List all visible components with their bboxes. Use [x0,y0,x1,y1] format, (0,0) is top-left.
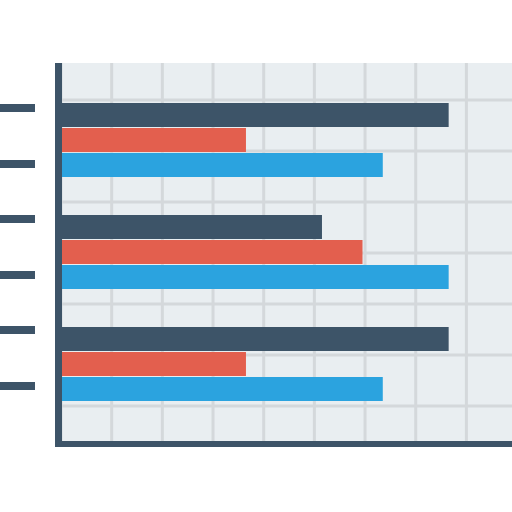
side-dash [0,326,35,334]
bar [61,377,383,401]
y-axis [55,63,62,447]
side-dash [0,160,35,168]
bars [61,103,449,401]
x-axis [55,441,512,447]
bar [61,352,246,376]
axes [0,63,512,447]
bar [61,103,449,127]
side-dash [0,215,35,223]
bar [61,153,383,177]
bar [61,265,449,289]
bar [61,240,363,264]
bar [61,327,449,351]
side-dash [0,104,35,112]
side-dash [0,271,35,279]
bar [61,128,246,152]
bar [61,215,322,239]
side-dash [0,382,35,390]
